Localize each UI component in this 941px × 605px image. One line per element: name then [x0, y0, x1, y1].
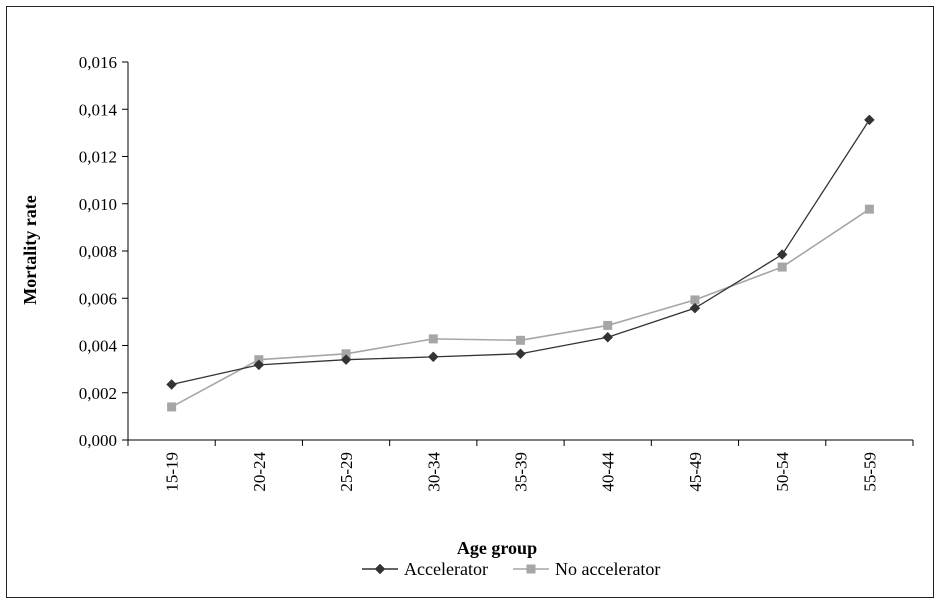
data-point-no-accelerator: [690, 295, 700, 305]
data-point-accelerator: [427, 351, 439, 363]
y-tick-label: 0,010: [79, 195, 117, 214]
y-tick-label: 0,000: [79, 431, 117, 450]
legend-marker-no-accelerator: [526, 564, 536, 574]
plot-area: 0,000 0,002 0,004 0,006 0,008 0,010 0,012 0,014…: [79, 53, 914, 492]
y-tick-label: 0,004: [79, 337, 118, 356]
data-point-accelerator: [864, 114, 875, 126]
x-tick-label: 25-29: [337, 452, 356, 492]
legend-label-no-accelerator: No accelerator: [555, 559, 660, 579]
y-tick-label: 0,002: [79, 384, 117, 403]
data-point-accelerator: [340, 354, 352, 366]
x-tick-label: 15-19: [163, 452, 182, 492]
y-tick-label: 0,006: [79, 289, 117, 308]
data-point-no-accelerator: [777, 262, 787, 272]
data-point-accelerator: [602, 331, 614, 343]
data-point-no-accelerator: [167, 402, 177, 412]
data-point-accelerator: [166, 379, 177, 390]
x-tick-label: 30-34: [424, 452, 443, 492]
data-point-no-accelerator: [516, 335, 525, 345]
data-point-no-accelerator: [864, 204, 874, 214]
data-point-no-accelerator: [603, 320, 613, 330]
data-point-no-accelerator: [428, 334, 438, 344]
x-axis-title: Age group: [457, 538, 537, 558]
x-tick-label: 55-59: [860, 452, 879, 492]
x-tick-label: 45-49: [686, 452, 705, 492]
y-tick-label: 0,008: [79, 242, 117, 261]
series-line-no-accelerator: [171, 208, 870, 408]
data-point-accelerator: [689, 302, 701, 314]
x-tick-label: 35-39: [512, 452, 531, 492]
legend-marker-accelerator: [374, 563, 386, 575]
x-tick-label: 50-54: [773, 452, 792, 492]
y-axis-title: Mortality rate: [20, 195, 40, 304]
x-tick-label: 40-44: [599, 452, 618, 492]
data-point-accelerator: [515, 348, 526, 360]
y-tick-label: 0,014: [79, 100, 118, 119]
data-point-no-accelerator: [341, 349, 351, 359]
chart-frame: [6, 6, 934, 598]
legend-label-accelerator: Accelerator: [404, 559, 488, 579]
y-tick-label: 0,012: [79, 148, 117, 167]
x-tick-label: 20-24: [250, 452, 269, 492]
data-point-accelerator: [776, 249, 788, 260]
y-tick-label: 0,016: [79, 53, 117, 72]
data-point-accelerator: [253, 359, 265, 371]
legend: Accelerator No accelerator: [362, 559, 660, 579]
